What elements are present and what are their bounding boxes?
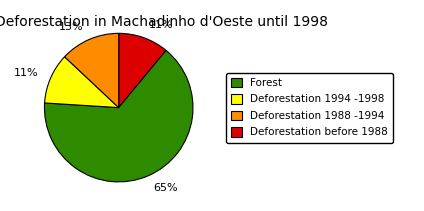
Text: 11%: 11% (14, 68, 38, 78)
Text: 13%: 13% (59, 22, 84, 32)
Wedge shape (119, 33, 166, 108)
Legend: Forest, Deforestation 1994 -1998, Deforestation 1988 -1994, Deforestation before: Forest, Deforestation 1994 -1998, Defore… (226, 73, 393, 143)
Text: 65%: 65% (153, 183, 178, 193)
Text: Deforestation in Machadinho d'Oeste until 1998: Deforestation in Machadinho d'Oeste unti… (0, 15, 328, 29)
Wedge shape (45, 57, 119, 108)
Wedge shape (64, 33, 119, 108)
Wedge shape (45, 50, 193, 182)
Text: 11%: 11% (148, 20, 173, 30)
